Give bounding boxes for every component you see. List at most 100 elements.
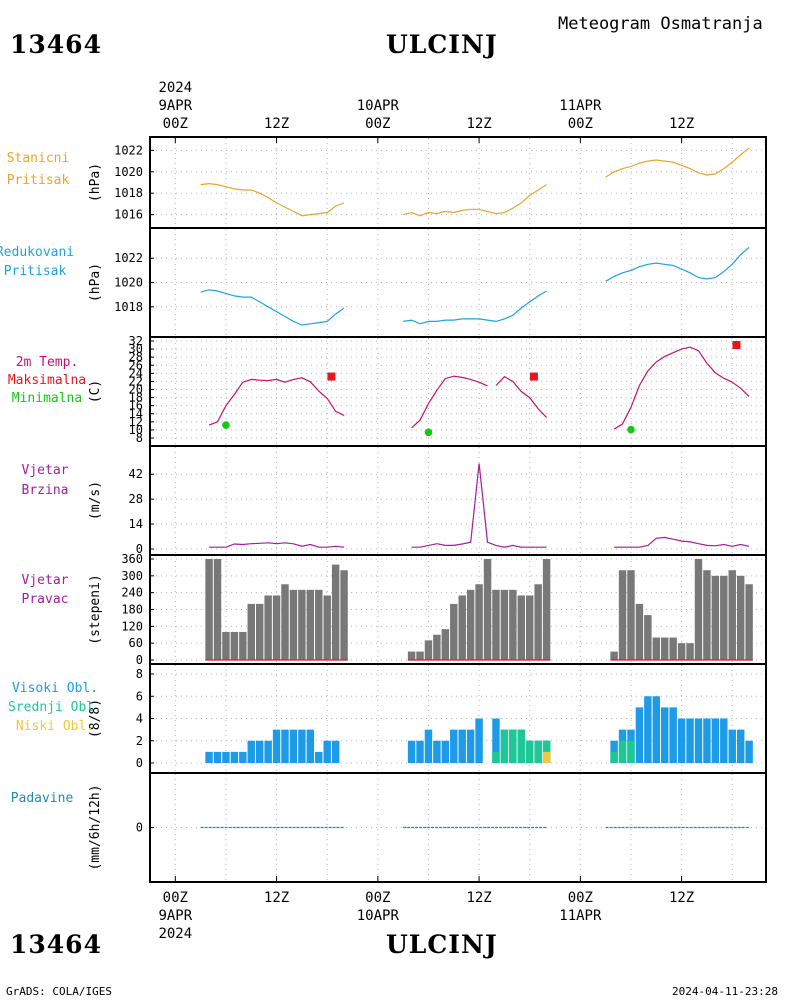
panel-label: Srednji Obl. bbox=[8, 700, 102, 715]
cloud-high-bar bbox=[728, 729, 736, 763]
panel-label: Redukovani bbox=[0, 245, 74, 260]
cloud-high-bar bbox=[736, 729, 745, 763]
y-tick-label: 2 bbox=[136, 734, 143, 748]
panel-frame bbox=[149, 136, 767, 229]
wind-direction-bar bbox=[239, 631, 247, 660]
cloud-high-bar bbox=[306, 729, 315, 763]
tmin-marker bbox=[627, 425, 635, 434]
wind-direction-bar bbox=[720, 575, 728, 660]
y-tick-label: 4 bbox=[136, 712, 143, 726]
wind-direction-bar bbox=[534, 584, 542, 660]
wind-direction-bar bbox=[230, 631, 239, 660]
cloud-mid-bar bbox=[627, 740, 635, 763]
y-tick-label: 8 bbox=[136, 667, 143, 681]
y-axis-label: (hPa) bbox=[88, 263, 103, 302]
x-tick-label-hour: 12Z bbox=[466, 116, 491, 132]
series-line bbox=[403, 290, 547, 325]
cloud-high-bar bbox=[661, 707, 669, 763]
x-tick-label-hour: 00Z bbox=[365, 890, 390, 906]
x-tick-label-date: 9APR bbox=[158, 98, 192, 114]
y-tick-label: 42 bbox=[129, 467, 143, 481]
cloud-mid-bar bbox=[517, 729, 526, 763]
series-line bbox=[614, 536, 750, 548]
wind-direction-bar bbox=[610, 651, 618, 660]
cloud-low-bar bbox=[542, 751, 551, 763]
tmax-marker bbox=[732, 341, 741, 350]
y-tick-label: 8 bbox=[136, 431, 143, 445]
panel-label: Visoki Obl. bbox=[12, 681, 98, 696]
cloud-high-bar bbox=[205, 751, 213, 763]
panel-label: 2m Temp. bbox=[16, 355, 79, 370]
wind-direction-bar bbox=[315, 589, 323, 660]
y-tick-label: 6 bbox=[136, 689, 143, 703]
y-tick-label: 12 bbox=[129, 415, 143, 429]
wind-direction-bar bbox=[652, 637, 661, 660]
y-tick-label: 120 bbox=[121, 619, 143, 633]
y-tick-label: 0 bbox=[136, 821, 143, 835]
wind-direction-bar bbox=[669, 637, 677, 660]
series-line bbox=[411, 375, 488, 429]
wind-direction-bar bbox=[677, 643, 686, 660]
wind-direction-bar bbox=[255, 603, 264, 660]
cloud-high-bar bbox=[458, 729, 466, 763]
wind-direction-bar bbox=[272, 595, 281, 660]
cloud-high-bar bbox=[264, 740, 272, 763]
cloud-high-bar bbox=[711, 718, 720, 763]
y-tick-label: 1022 bbox=[114, 251, 143, 265]
wind-direction-bar bbox=[433, 634, 441, 660]
wind-direction-bar bbox=[703, 570, 711, 660]
panel-label: Brzina bbox=[22, 483, 69, 498]
y-tick-label: 28 bbox=[129, 350, 143, 364]
cloud-mid-bar bbox=[526, 740, 534, 763]
cloud-high-bar bbox=[694, 718, 703, 763]
footer-station-id: 13464 bbox=[10, 930, 102, 959]
cloud-mid-bar bbox=[509, 729, 517, 763]
series-line bbox=[208, 377, 345, 426]
x-tick-label-hour: 00Z bbox=[163, 116, 188, 132]
y-tick-label: 1022 bbox=[114, 143, 143, 157]
series-line bbox=[613, 346, 750, 430]
wind-direction-bar bbox=[264, 595, 272, 660]
cloud-high-bar bbox=[466, 729, 475, 763]
wind-direction-bar bbox=[407, 651, 416, 660]
x-tick-label-hour: 12Z bbox=[264, 116, 289, 132]
cloud-high-bar bbox=[289, 729, 298, 763]
y-tick-label: 30 bbox=[129, 342, 143, 356]
panel-label: Vjetar bbox=[22, 573, 69, 588]
tmin-marker bbox=[424, 428, 433, 437]
wind-direction-bar bbox=[281, 584, 289, 660]
wind-direction-bar bbox=[492, 589, 500, 660]
wind-direction-bar bbox=[323, 595, 331, 660]
panel-frame bbox=[149, 445, 767, 556]
cloud-high-bar bbox=[424, 729, 433, 763]
y-tick-label: 14 bbox=[129, 517, 143, 531]
y-tick-label: 1018 bbox=[114, 300, 143, 314]
cloud-mid-bar bbox=[534, 740, 542, 763]
wind-direction-bar bbox=[213, 559, 222, 660]
wind-direction-bar bbox=[424, 640, 433, 660]
station-name: ULCINJ bbox=[386, 30, 498, 59]
y-axis-label: (stepeni) bbox=[88, 574, 103, 644]
wind-direction-bar bbox=[416, 651, 424, 660]
wind-direction-bar bbox=[627, 570, 635, 660]
y-axis-label: (mm/6h/12h) bbox=[88, 784, 103, 870]
panel-label: Pritisak bbox=[7, 173, 70, 188]
y-tick-label: 1018 bbox=[114, 186, 143, 200]
cloud-high-bar bbox=[745, 740, 753, 763]
cloud-high-bar bbox=[298, 729, 306, 763]
wind-direction-bar bbox=[500, 589, 509, 660]
x-tick-label-hour: 12Z bbox=[466, 890, 491, 906]
wind-direction-bar bbox=[542, 559, 551, 660]
cloud-high-bar bbox=[255, 740, 264, 763]
x-tick-label-date: 11APR bbox=[559, 908, 602, 924]
wind-direction-bar bbox=[526, 595, 534, 660]
y-tick-label: 26 bbox=[129, 358, 143, 372]
y-tick-label: 28 bbox=[129, 492, 143, 506]
series-line bbox=[605, 246, 750, 282]
panel-label: Padavine bbox=[11, 791, 74, 806]
cloud-high-bar bbox=[230, 751, 239, 763]
cloud-high-bar bbox=[407, 740, 416, 763]
wind-direction-bar bbox=[306, 589, 315, 660]
y-axis-label: (C) bbox=[88, 380, 103, 403]
y-tick-label: 14 bbox=[129, 407, 143, 421]
